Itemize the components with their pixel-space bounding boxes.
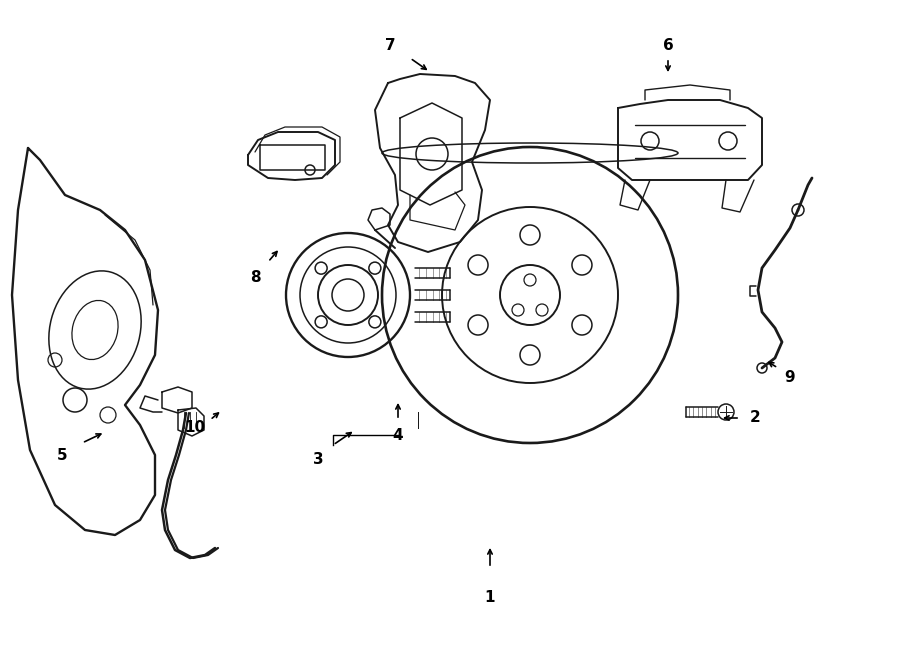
Text: 5: 5 <box>57 447 68 463</box>
Text: 4: 4 <box>392 428 403 442</box>
Text: 9: 9 <box>785 371 796 385</box>
Text: 6: 6 <box>662 38 673 52</box>
Text: 7: 7 <box>384 38 395 52</box>
Text: 1: 1 <box>485 590 495 605</box>
Text: 2: 2 <box>750 410 760 426</box>
Text: 3: 3 <box>312 453 323 467</box>
Text: 8: 8 <box>249 270 260 286</box>
Text: 10: 10 <box>184 420 205 436</box>
